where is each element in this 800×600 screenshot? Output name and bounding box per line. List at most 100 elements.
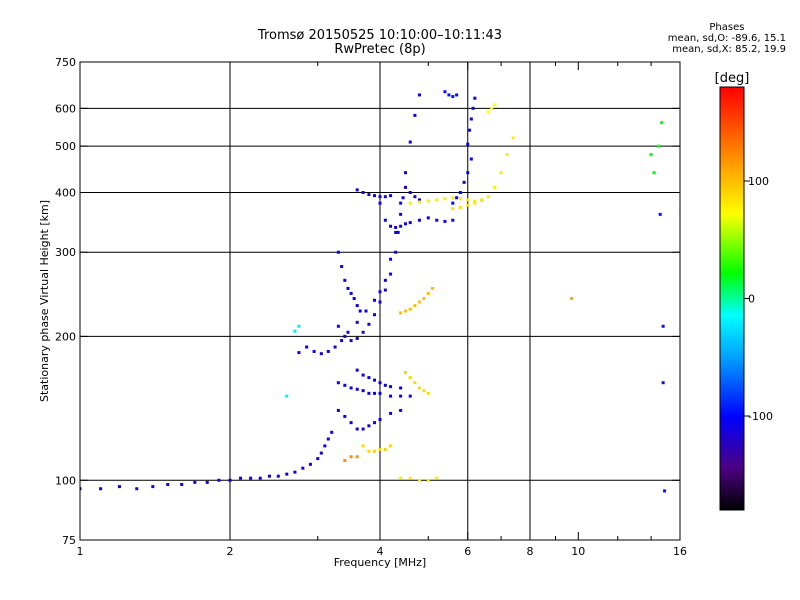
data-point (378, 391, 382, 395)
data-point (661, 324, 665, 328)
data-point (408, 201, 412, 205)
data-point (367, 376, 371, 380)
data-point (267, 474, 271, 478)
data-point (323, 444, 327, 448)
data-point (336, 381, 340, 385)
data-point (403, 185, 407, 189)
data-point (355, 320, 359, 324)
data-points (80, 90, 667, 493)
data-point (297, 351, 301, 355)
data-point (336, 324, 340, 328)
y-axis-ticks: 75 100 200 300 400 500 600 750 (55, 56, 680, 547)
data-point (355, 368, 359, 372)
data-point (431, 286, 435, 290)
data-point (336, 250, 340, 254)
data-point (426, 216, 430, 220)
data-point (394, 250, 398, 254)
data-point (493, 103, 497, 107)
data-point (326, 349, 330, 353)
chart-subtitle: RwPretec (8p) (334, 42, 426, 57)
data-point (389, 394, 393, 398)
data-point (422, 389, 426, 393)
data-point (408, 221, 412, 225)
data-point (361, 427, 365, 431)
data-point (367, 391, 371, 395)
data-point (180, 482, 184, 486)
data-point (403, 171, 407, 175)
data-point (373, 298, 377, 302)
y-tick-label: 600 (55, 102, 76, 115)
data-point (361, 389, 365, 393)
data-point (417, 200, 421, 204)
data-point (305, 345, 309, 349)
data-point (378, 418, 382, 422)
data-point (349, 339, 353, 343)
data-point (99, 487, 103, 491)
data-point (458, 206, 462, 210)
data-point (408, 376, 412, 380)
data-point (389, 194, 393, 198)
phase-summary-o: mean, sd,O: -89.6, 15.1 (667, 33, 786, 44)
data-point (394, 230, 398, 234)
y-tick-label: 750 (55, 56, 76, 69)
data-point (352, 297, 356, 301)
data-point (343, 383, 347, 387)
data-point (417, 386, 421, 390)
data-point (358, 309, 362, 313)
data-point (490, 106, 494, 110)
data-point (473, 199, 477, 203)
data-point (417, 198, 421, 202)
data-point (239, 476, 243, 480)
data-point (258, 476, 262, 480)
data-point (367, 193, 371, 197)
data-point (355, 188, 359, 192)
data-point (426, 291, 430, 295)
data-point (408, 140, 412, 144)
data-point (319, 451, 323, 455)
data-point (663, 489, 667, 493)
data-point (333, 345, 337, 349)
colorbar-tick-label: 0 (748, 293, 755, 306)
data-point (473, 201, 477, 205)
data-point (349, 291, 353, 295)
data-point (378, 300, 382, 304)
data-point (326, 437, 330, 441)
data-point (408, 307, 412, 311)
data-point (462, 180, 466, 184)
data-point (217, 478, 221, 482)
colorbar (719, 86, 745, 511)
data-point (458, 197, 462, 201)
data-point (469, 157, 473, 161)
data-point (657, 144, 661, 148)
plot-grid (80, 62, 680, 540)
data-point (408, 190, 412, 194)
data-point (316, 457, 320, 461)
data-point (349, 455, 353, 459)
data-point (401, 196, 405, 200)
data-point (383, 447, 387, 451)
data-point (660, 121, 664, 125)
data-point (346, 330, 350, 334)
data-point (649, 153, 653, 157)
data-point (373, 391, 377, 395)
data-point (293, 329, 297, 333)
data-point (451, 196, 455, 200)
y-tick-label: 200 (55, 330, 76, 343)
x-tick-label: 8 (527, 545, 534, 558)
data-point (399, 394, 403, 398)
data-point (426, 391, 430, 395)
data-point (451, 218, 455, 222)
data-point (346, 286, 350, 290)
data-point (499, 171, 503, 175)
data-point (413, 381, 417, 385)
data-point (417, 218, 421, 222)
data-point (205, 480, 209, 484)
data-point (383, 278, 387, 282)
data-point (151, 485, 155, 489)
data-point (349, 386, 353, 390)
data-point (249, 476, 253, 480)
data-point (396, 230, 400, 234)
phase-summary-x: mean, sd,X: 85.2, 19.9 (672, 44, 786, 55)
data-point (373, 194, 377, 198)
